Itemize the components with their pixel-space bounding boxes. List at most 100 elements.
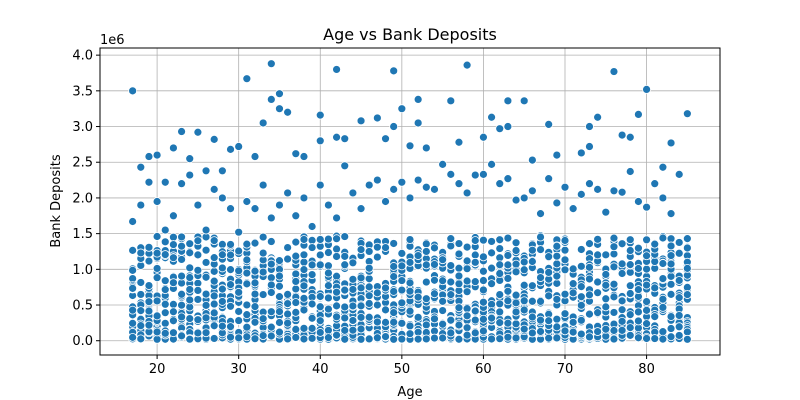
scatter-point <box>258 331 268 341</box>
scatter-point <box>152 232 162 241</box>
scatter-point <box>234 227 244 237</box>
scatter-point <box>511 259 521 269</box>
scatter-point <box>495 290 505 299</box>
scatter-point <box>136 200 146 210</box>
x-tick-label: 40 <box>312 362 329 377</box>
scatter-point <box>324 234 333 244</box>
scatter-point <box>470 170 480 180</box>
scatter-point <box>674 169 684 179</box>
scatter-point <box>160 276 170 286</box>
scatter-point <box>177 331 186 341</box>
scatter-point <box>511 333 521 343</box>
scatter-point <box>169 278 178 288</box>
scatter-point <box>152 197 162 206</box>
scatter-point <box>299 250 309 260</box>
scatter-point <box>144 242 154 252</box>
scatter-point <box>193 315 203 325</box>
scatter-point <box>527 281 537 291</box>
scatter-point <box>413 334 423 344</box>
scatter-point <box>332 287 341 297</box>
scatter-point <box>372 175 382 185</box>
scatter-point <box>560 289 570 299</box>
scatter-point <box>658 302 668 312</box>
scatter-point <box>275 200 284 210</box>
scatter-point <box>585 332 594 342</box>
scatter-point <box>185 285 195 294</box>
scatter-point <box>324 281 333 291</box>
scatter-point <box>527 257 537 266</box>
scatter-point <box>413 95 423 104</box>
scatter-point <box>430 260 439 269</box>
scatter-point <box>275 104 284 114</box>
scatter-point <box>658 327 668 337</box>
scatter-point <box>144 297 154 307</box>
scatter-point <box>495 299 505 309</box>
scatter-point <box>315 250 325 260</box>
scatter-point <box>397 261 407 271</box>
scatter-point <box>609 186 619 196</box>
scatter-point <box>650 312 660 322</box>
scatter-point <box>576 315 586 325</box>
scatter-point <box>185 295 195 305</box>
scatter-point <box>185 334 195 344</box>
scatter-point <box>568 317 578 327</box>
scatter-point <box>299 281 309 291</box>
scatter-point <box>193 250 203 260</box>
scatter-point <box>234 316 244 325</box>
scatter-point <box>544 252 554 262</box>
scatter-point <box>275 327 284 337</box>
scatter-point <box>250 278 260 288</box>
scatter-point <box>364 247 374 256</box>
scatter-point <box>552 294 562 304</box>
scatter-point <box>291 251 301 261</box>
scatter-point <box>421 294 431 304</box>
scatter-point <box>201 272 211 282</box>
scatter-point <box>454 271 464 281</box>
scatter-point <box>324 325 333 335</box>
scatter-point <box>283 243 293 252</box>
scatter-point <box>454 249 464 259</box>
scatter-point <box>421 277 431 287</box>
scatter-point <box>250 317 260 327</box>
scatter-point <box>609 279 619 289</box>
scatter-point <box>666 332 676 342</box>
scatter-point <box>152 327 162 337</box>
scatter-point <box>315 316 325 326</box>
scatter-point <box>389 184 399 194</box>
scatter-point <box>364 291 374 301</box>
scatter-point <box>511 290 521 300</box>
scatter-point <box>144 281 154 290</box>
scatter-point <box>642 264 651 274</box>
scatter-point <box>177 300 186 310</box>
scatter-point <box>169 299 178 309</box>
data-points <box>128 59 692 344</box>
scatter-point <box>291 284 301 294</box>
scatter-point <box>128 283 138 293</box>
scatter-point <box>217 240 227 249</box>
scatter-point <box>136 248 146 258</box>
scatter-point <box>340 232 350 241</box>
scatter-point <box>519 296 529 306</box>
scatter-point <box>169 328 178 338</box>
scatter-point <box>209 236 219 246</box>
scatter-point <box>340 285 350 295</box>
scatter-point <box>364 312 374 322</box>
scatter-point <box>258 267 268 277</box>
scatter-point <box>625 167 635 176</box>
scatter-point <box>568 279 578 289</box>
scatter-point <box>462 60 472 70</box>
scatter-point <box>217 284 227 294</box>
scatter-point <box>332 234 341 244</box>
scatter-point <box>185 154 195 164</box>
scatter-point <box>438 159 448 169</box>
scatter-point <box>266 95 276 104</box>
scatter-point <box>462 330 472 340</box>
scatter-point <box>454 303 464 313</box>
scatter-point <box>258 248 268 258</box>
scatter-point <box>201 300 211 310</box>
scatter-point <box>397 334 407 344</box>
scatter-point <box>169 211 178 221</box>
scatter-point <box>299 193 309 203</box>
scatter-point <box>193 200 203 210</box>
scatter-point <box>307 313 317 323</box>
